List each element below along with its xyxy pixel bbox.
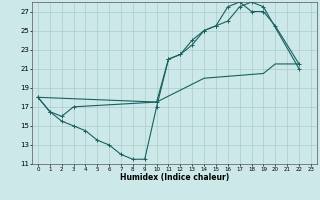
X-axis label: Humidex (Indice chaleur): Humidex (Indice chaleur) [120, 173, 229, 182]
